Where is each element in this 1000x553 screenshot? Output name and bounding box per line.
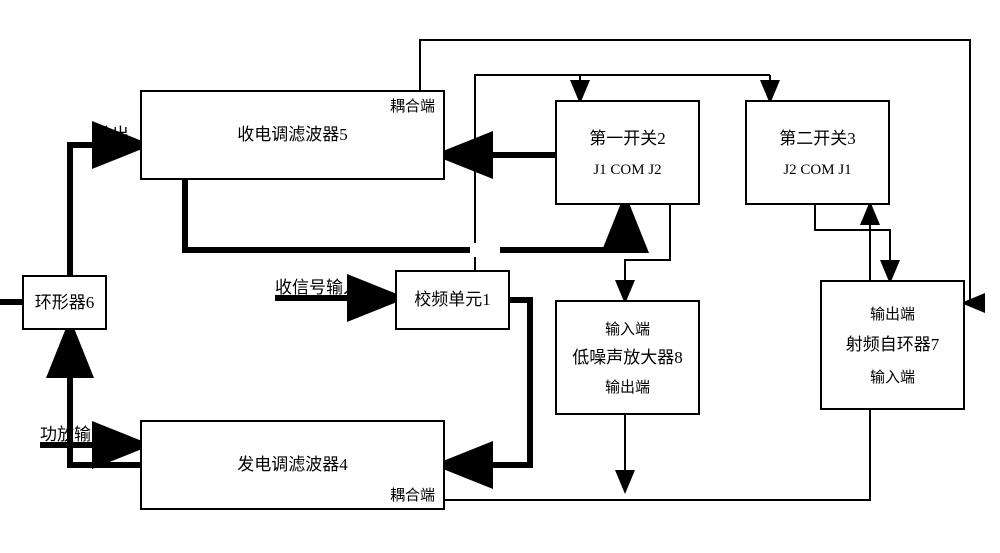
circulator-block: 环形器6 [22,275,107,330]
switch1-terminals: J1 COM J2 [593,162,661,179]
tx-filter-label: 发电调滤波器4 [237,452,348,478]
cal-unit-label: 校频单元1 [414,287,491,313]
rx-filter-output-label: 输出 [95,120,129,145]
lna-in: 输入端 [605,318,650,339]
rx-filter-label: 收电调滤波器5 [237,122,348,148]
rx-filter-block: 耦合端 收电调滤波器5 [140,90,445,180]
rf-loop-in: 输入端 [870,366,915,387]
switch2-block: 第二开关3 J2 COM J1 [745,100,890,205]
circulator-label: 环形器6 [35,290,95,316]
rx-filter-coupling: 耦合端 [390,95,435,116]
rf-loop-block: 输出端 射频自环器7 输入端 [820,280,965,410]
switch1-block: 第一开关2 J1 COM J2 [555,100,700,205]
cal-unit-block: 校频单元1 [395,270,510,330]
rx-signal-input-label: 收信号输入 [275,273,360,298]
rf-loop-out: 输出端 [870,303,915,324]
switch2-terminals: J2 COM J1 [783,162,851,179]
switch2-title: 第二开关3 [779,126,856,152]
tx-filter-block: 发电调滤波器4 耦合端 [140,420,445,510]
lna-main: 低噪声放大器8 [572,345,683,371]
switch1-title: 第一开关2 [589,126,666,152]
lna-out: 输出端 [605,376,650,397]
lna-block: 输入端 低噪声放大器8 输出端 [555,300,700,415]
pa-input-label: 功放输入 [40,420,108,445]
tx-filter-coupling: 耦合端 [390,484,435,505]
rf-loop-main: 射频自环器7 [846,332,940,358]
